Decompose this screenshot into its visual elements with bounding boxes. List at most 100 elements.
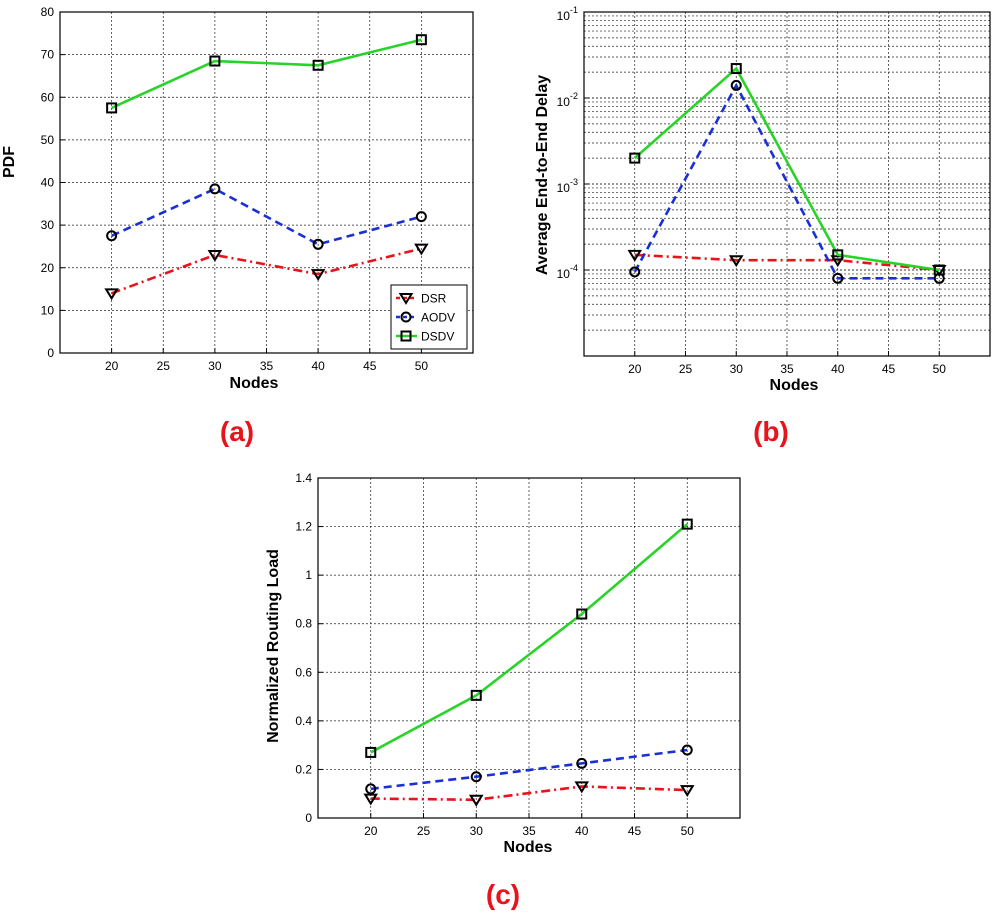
- y-tick-label: 80: [41, 5, 55, 19]
- data-point-dsr: [679, 785, 695, 797]
- y-tick-label: 0.8: [295, 617, 312, 631]
- x-tick-label: 20: [628, 362, 642, 376]
- data-point-aodv: [415, 211, 427, 223]
- plot-area-a: 20 25 30 35 40 45 5001020304050607080DSRAODVDS…: [41, 5, 474, 373]
- panel-a: PDF Nodes (a) 20 25 30 35 40 45 50 0 10 20 30 40 50 6…: [1, 5, 474, 447]
- x-tick-label: 30: [470, 824, 484, 838]
- data-point-dsr: [310, 269, 326, 282]
- data-point-dsdv: [681, 518, 693, 530]
- data-point-dsr: [414, 243, 429, 256]
- series-line-dsdv: [633, 66, 940, 272]
- plot-area-c: 20 25 30 35 40 45 50 0 0.2 0.4 0.6 0.8 1 1.2 1.4: [295, 471, 741, 838]
- y-tick-label: 40: [41, 176, 55, 190]
- data-point-dsdv: [312, 59, 324, 71]
- x-tick-label: 45: [628, 824, 642, 838]
- panel-b-caption: (b): [753, 416, 789, 447]
- x-tick-label: 20: [105, 359, 119, 373]
- y-tick-label: 1.2: [295, 520, 312, 534]
- series-dsdv-c: [365, 518, 693, 758]
- legend-label: DSR: [421, 292, 447, 306]
- y-tick-label: 30: [41, 218, 55, 232]
- data-point-dsdv: [933, 264, 945, 276]
- data-point-dsr: [574, 781, 590, 794]
- grid-c: [318, 477, 740, 819]
- data-point-aodv: [629, 266, 641, 278]
- y-tick-label: 10-4: [557, 263, 578, 281]
- x-tick-label: 35: [780, 362, 794, 376]
- data-point-dsdv: [415, 34, 427, 46]
- x-tick-label: 50: [681, 824, 695, 838]
- series-line-aodv: [370, 748, 688, 791]
- plot-area-b: 20 25 30 35 40 45 50 10-4 10-3 10-2 10-1: [557, 5, 991, 376]
- data-point-aodv: [312, 238, 324, 250]
- data-point-dsdv: [106, 102, 118, 114]
- x-tick-label: 25: [157, 359, 171, 373]
- series-line-dsdv: [111, 38, 422, 110]
- data-point-aodv: [730, 79, 742, 91]
- series-line-dsr: [370, 785, 688, 802]
- series-aodv-c: [365, 744, 693, 795]
- legend-label: DSDV: [421, 330, 454, 344]
- data-point-aodv: [470, 771, 482, 783]
- y-tick-label: 70: [41, 48, 55, 62]
- panel-b: Average End-to-End Delay Nodes (b) 20 25 3…: [534, 5, 991, 447]
- data-point-dsr: [728, 255, 744, 268]
- series-dsr-c: [363, 781, 695, 807]
- panel-c-caption: (c): [486, 879, 520, 910]
- x-tick-label: 40: [831, 362, 845, 376]
- data-point-aodv: [576, 757, 588, 769]
- data-point-aodv: [365, 783, 377, 795]
- x-tick-label: 25: [679, 362, 693, 376]
- x-tick-label: 35: [522, 824, 536, 838]
- data-point-dsdv: [832, 249, 844, 261]
- panel-c-ylabel: Normalized Routing Load: [265, 549, 282, 743]
- y-tick-label: 0.4: [295, 714, 312, 728]
- data-point-dsdv: [209, 55, 221, 67]
- series-dsr-a: [104, 243, 429, 301]
- legend-marker: [398, 293, 414, 305]
- legend-a: DSR AODV DSDV: [390, 284, 468, 350]
- series-aodv-a: [106, 183, 427, 250]
- y-tick-label: 0: [305, 811, 312, 825]
- data-point-dsr: [468, 794, 484, 807]
- y-tick-label: 1.4: [295, 471, 312, 485]
- series-line-aodv: [633, 82, 940, 280]
- series-line-dsdv: [370, 523, 689, 754]
- y-tick-label: 10-2: [557, 91, 578, 109]
- data-point-dsdv: [365, 746, 377, 758]
- data-point-dsdv: [629, 152, 641, 164]
- data-point-dsr: [207, 249, 223, 262]
- y-tick-label: 20: [41, 261, 55, 275]
- x-tick-label: 40: [311, 359, 325, 373]
- y-tick-label: 10: [41, 303, 55, 317]
- y-tick-label: 10-3: [557, 177, 578, 195]
- panel-b-xlabel: Nodes: [770, 377, 819, 394]
- series-line-dsr: [634, 253, 940, 272]
- series-dsdv-b: [629, 63, 945, 276]
- y-tick-label: 60: [41, 90, 55, 104]
- data-point-dsr: [627, 249, 643, 262]
- y-tick-label: 50: [41, 133, 55, 147]
- y-tick-label: 0.2: [295, 762, 312, 776]
- data-point-aodv: [832, 272, 844, 284]
- panel-c-xlabel: Nodes: [504, 839, 553, 856]
- panel-b-ylabel: Average End-to-End Delay: [534, 75, 551, 275]
- data-point-dsr: [104, 288, 119, 301]
- x-tick-label: 30: [730, 362, 744, 376]
- y-tick-label: 10-1: [557, 5, 578, 23]
- data-point-dsdv: [576, 608, 588, 620]
- x-tick-label: 50: [415, 359, 429, 373]
- panel-a-ylabel: PDF: [1, 146, 18, 178]
- series-line-dsr: [111, 247, 422, 295]
- series-dsdv-a: [106, 34, 427, 114]
- legend-marker: [400, 330, 412, 342]
- y-tick-label: 0: [47, 346, 54, 360]
- grid-b: [584, 11, 990, 357]
- data-point-dsdv: [470, 689, 482, 701]
- y-tick-label: 1: [305, 568, 312, 582]
- x-tick-label: 45: [882, 362, 896, 376]
- data-point-aodv: [106, 230, 118, 242]
- panel-a-caption: (a): [220, 416, 254, 447]
- data-point-aodv: [209, 183, 221, 195]
